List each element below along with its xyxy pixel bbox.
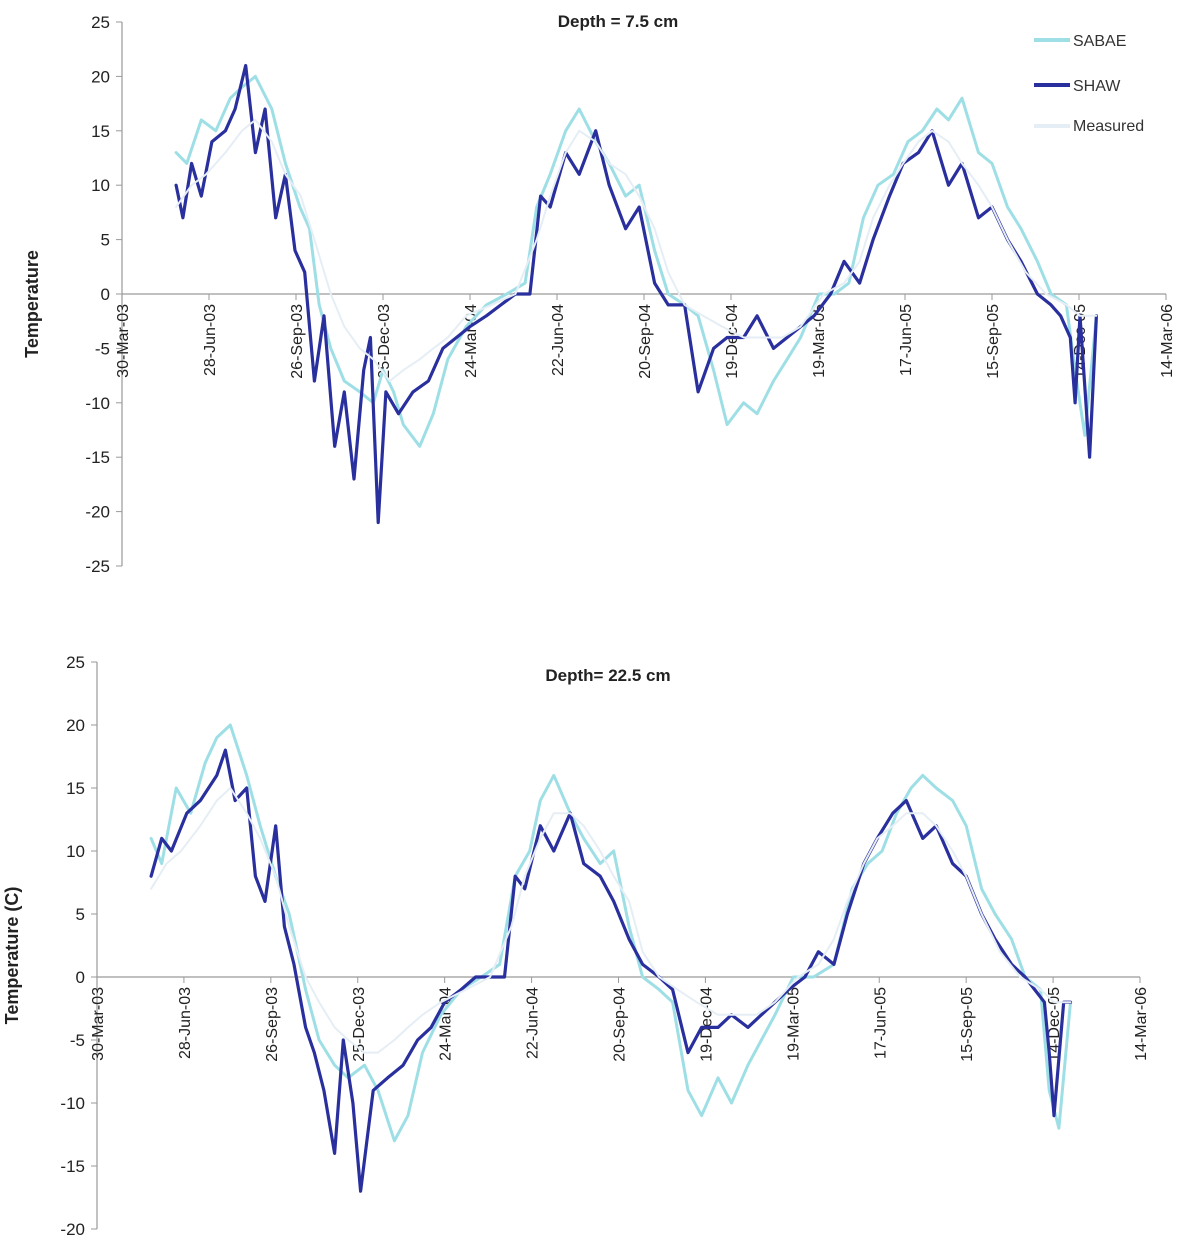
series-line-shaw — [174, 63, 1099, 525]
y-tick-label: -5 — [95, 339, 110, 358]
y-tick-label: 5 — [76, 905, 85, 924]
y-tick-label: 5 — [101, 231, 110, 250]
legend: SABAE SHAW Measured — [1034, 33, 1144, 135]
y-tick-label: -10 — [60, 1094, 85, 1113]
x-tick-label: 15-Sep-05 — [959, 987, 976, 1062]
legend-label-measured: Measured — [1073, 118, 1144, 135]
y-tick-label: -25 — [85, 557, 110, 576]
x-tick-label: 20-Sep-04 — [612, 987, 629, 1062]
y-tick-label: 0 — [76, 968, 85, 987]
x-tick-label: 25-Dec-03 — [351, 987, 368, 1062]
x-tick-label: 19-Dec-04 — [724, 304, 741, 379]
legend-label-sabae: SABAE — [1073, 33, 1126, 50]
chart-panel-2: -20 -15 -10 -5 0 5 10 15 20 25 30-Mar-03 28-Jun-03 2… — [2, 653, 1150, 1239]
y-tick-label: 10 — [66, 842, 85, 861]
y-tick-label: 25 — [66, 653, 85, 672]
y-tick-label: -5 — [70, 1031, 85, 1050]
y-tick-label: -15 — [85, 448, 110, 467]
y-tick-label: -10 — [85, 394, 110, 413]
y-tick-label: -15 — [60, 1157, 85, 1176]
y-tick-label: 15 — [66, 779, 85, 798]
x-tick-label: 19-Dec-04 — [698, 987, 715, 1062]
y-axis-label: Temperature (C) — [2, 887, 22, 1025]
x-tick-label: 28-Jun-03 — [202, 304, 219, 376]
x-tick-label: 17-Jun-05 — [898, 304, 915, 376]
y-tick-label: 20 — [91, 67, 110, 86]
y-tick-label: 25 — [91, 13, 110, 32]
y-tick-label: 10 — [91, 176, 110, 195]
series-line-sabae — [149, 723, 1072, 1143]
series-line-sabae — [174, 74, 1098, 448]
x-tick-label: 22-Jun-04 — [525, 987, 542, 1059]
x-tick-label: 17-Jun-05 — [872, 987, 889, 1059]
x-tick-label: 14-Mar-06 — [1159, 304, 1176, 378]
x-tick-label: 30-Mar-03 — [115, 304, 132, 378]
y-tick-label: 15 — [91, 122, 110, 141]
legend-label-shaw: SHAW — [1073, 78, 1121, 95]
y-tick-label: 20 — [66, 716, 85, 735]
x-tick-label: 20-Sep-04 — [637, 304, 654, 379]
x-tick-label: 14-Mar-06 — [1133, 987, 1150, 1061]
chart-panel-1: -25 -20 -15 -10 -5 0 5 10 15 20 25 30-Mar-03 28-Jun-… — [22, 12, 1176, 576]
x-tick-label: 19-Mar-05 — [785, 987, 802, 1061]
series-line-measured — [150, 787, 1072, 1054]
y-tick-label: -20 — [85, 503, 110, 522]
x-tick-label: 28-Jun-03 — [177, 987, 194, 1059]
series-line-measured — [175, 118, 1098, 382]
chart-title: Depth = 7.5 cm — [558, 12, 678, 31]
y-tick-label: 0 — [101, 285, 110, 304]
x-tick-label: 25-Dec-03 — [376, 304, 393, 379]
series-line-shaw — [149, 748, 1073, 1193]
x-tick-label: 26-Sep-03 — [289, 304, 306, 379]
y-tick-label: -20 — [60, 1220, 85, 1239]
x-tick-label: 30-Mar-03 — [90, 987, 107, 1061]
x-tick-label: 15-Sep-05 — [985, 304, 1002, 379]
chart-title: Depth= 22.5 cm — [545, 666, 670, 685]
x-tick-label: 19-Mar-05 — [811, 304, 828, 378]
x-tick-label: 26-Sep-03 — [264, 987, 281, 1062]
y-axis-label: Temperature — [22, 250, 42, 358]
x-tick-label: 22-Jun-04 — [550, 304, 567, 376]
